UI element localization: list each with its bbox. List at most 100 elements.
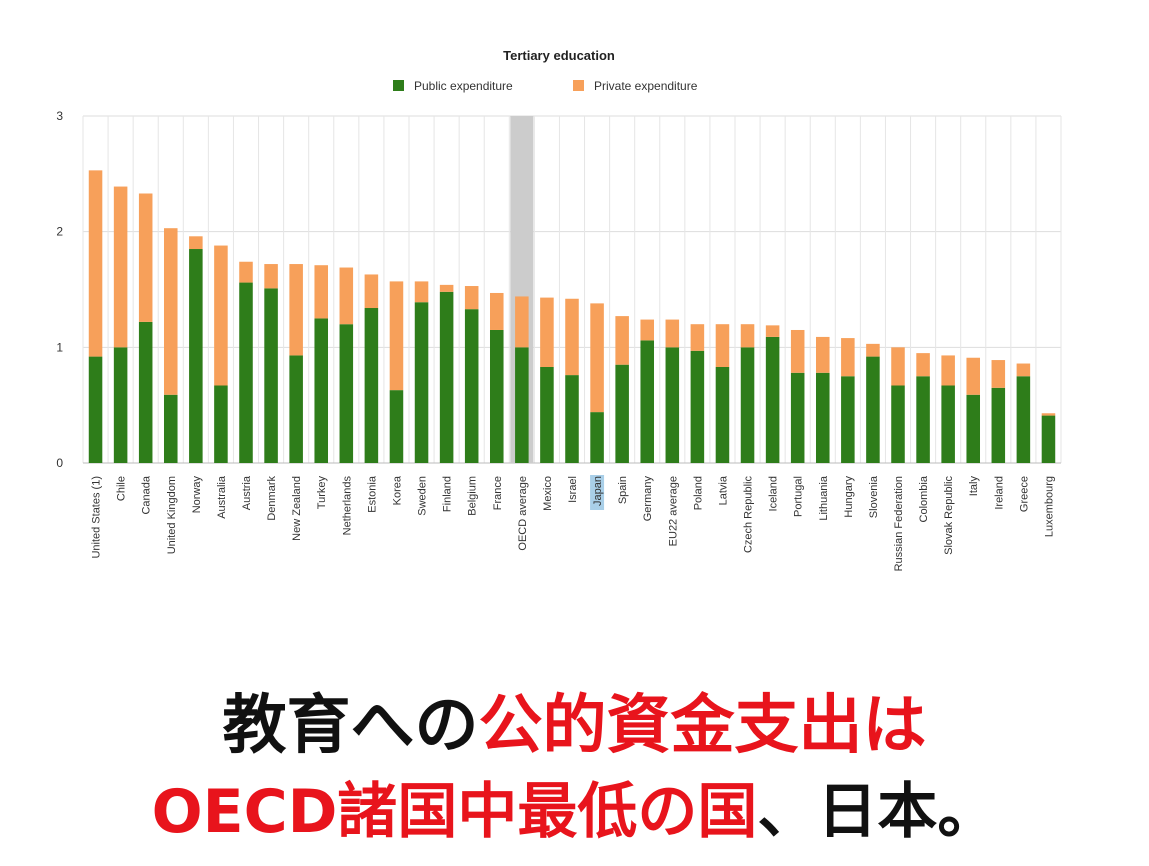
bar-private <box>941 355 955 386</box>
bar-public <box>665 347 680 463</box>
bar-private <box>389 281 404 391</box>
bar-public <box>941 385 955 463</box>
x-tick-label: New Zealand <box>291 476 303 541</box>
bar-private <box>289 264 303 356</box>
x-tick-label: Lithuania <box>818 475 830 521</box>
legend-label-private: Private expenditure <box>594 79 698 93</box>
bar-private <box>790 329 805 373</box>
y-tick-label: 2 <box>56 225 63 239</box>
x-tick-label: Germany <box>642 476 654 522</box>
bar-private <box>88 170 103 357</box>
bar-private <box>1016 363 1031 377</box>
bar-private <box>113 186 128 348</box>
bar-public <box>615 364 629 463</box>
x-tick-label: Hungary <box>843 476 855 518</box>
bar-public <box>1016 376 1031 463</box>
bar-private <box>515 296 529 348</box>
x-tick-label: Mexico <box>542 476 554 511</box>
bar-private <box>740 324 755 348</box>
bar-public <box>439 291 454 463</box>
bar-private <box>815 336 830 373</box>
x-tick-label: OECD average <box>517 476 529 551</box>
bar-private <box>916 353 930 377</box>
bar-public <box>113 347 128 463</box>
bar-public <box>339 324 354 463</box>
bar-public <box>314 318 329 463</box>
x-tick-label: Ireland <box>993 476 1005 510</box>
x-tick-label: Sweden <box>417 476 429 516</box>
x-tick-label: Latvia <box>717 475 729 505</box>
bar-public <box>464 309 479 463</box>
x-tick-label: Spain <box>617 476 629 504</box>
chart-title: Tertiary education <box>503 48 615 63</box>
x-axis-ticks: United States (1) Chile Canada United Kingd… <box>91 475 1055 571</box>
bar-private <box>841 338 855 377</box>
caption-line-1-black: 教育への <box>222 689 479 763</box>
x-tick-label: United States (1) <box>91 476 103 559</box>
bar-private <box>590 303 604 413</box>
bar-public <box>815 372 830 463</box>
caption-line-2-red: OECD諸国中最低の国 <box>151 777 758 847</box>
bar-private <box>163 228 178 395</box>
x-tick-label: EU22 average <box>667 476 679 546</box>
bar-private <box>1041 413 1056 416</box>
bar-private <box>414 281 429 303</box>
x-tick-label: Korea <box>391 475 403 505</box>
bar-private <box>866 343 880 357</box>
bar-public <box>916 376 930 463</box>
bar-public <box>690 350 705 463</box>
x-tick-label: Slovenia <box>868 475 880 518</box>
bar-private <box>189 236 203 250</box>
bar-private <box>665 319 680 348</box>
bar-private <box>364 274 379 309</box>
x-tick-label: Colombia <box>918 475 930 522</box>
bar-public <box>364 308 379 463</box>
bar-private <box>565 298 579 376</box>
bar-public <box>740 347 755 463</box>
y-tick-label: 1 <box>56 340 63 354</box>
bar-public <box>214 385 228 463</box>
caption-line-1: 教育への公的資金支出は <box>0 688 1149 764</box>
bar-private <box>966 357 981 395</box>
bar-private <box>489 292 504 330</box>
bar-private <box>615 316 629 365</box>
x-tick-label: Canada <box>141 475 153 514</box>
bar-public <box>189 249 203 463</box>
bar-public <box>715 366 730 463</box>
legend: Public expenditure Private expenditure <box>393 79 698 93</box>
bar-private <box>264 264 278 289</box>
x-tick-label: Japan <box>592 476 604 506</box>
bar-public <box>289 355 303 463</box>
x-tick-label: Czech Republic <box>743 476 755 554</box>
y-tick-label: 3 <box>56 109 63 123</box>
bar-public <box>790 372 805 463</box>
x-tick-label: Denmark <box>266 476 278 521</box>
bar-private <box>991 360 1006 388</box>
bar-public <box>590 412 604 463</box>
x-tick-label: Norway <box>191 476 203 514</box>
x-tick-label: Portugal <box>793 476 805 517</box>
x-tick-label: Estonia <box>366 475 378 513</box>
bar-private <box>464 286 479 310</box>
x-tick-label: Austria <box>241 475 253 510</box>
y-tick-label: 0 <box>56 456 63 470</box>
y-axis-ticks: 0 1 2 3 <box>56 109 63 470</box>
legend-swatch-private <box>573 80 584 91</box>
bar-public <box>866 356 880 463</box>
x-tick-label: Turkey <box>316 476 328 510</box>
bar-public <box>841 376 855 463</box>
x-tick-label: Slovak Republic <box>943 476 955 555</box>
bar-public <box>264 288 278 463</box>
bar-private <box>640 319 655 341</box>
bar-public <box>138 321 153 463</box>
bar-private <box>891 347 905 386</box>
bar-public <box>565 375 579 463</box>
caption-line-1-red: 公的資金支出は <box>478 689 927 763</box>
x-tick-highlight <box>590 475 605 510</box>
legend-swatch-public <box>393 80 404 91</box>
bar-private <box>690 324 705 351</box>
x-tick-label: Netherlands <box>341 476 353 536</box>
bar-public <box>765 336 780 463</box>
bar-public <box>489 329 504 463</box>
legend-label-public: Public expenditure <box>414 79 513 93</box>
